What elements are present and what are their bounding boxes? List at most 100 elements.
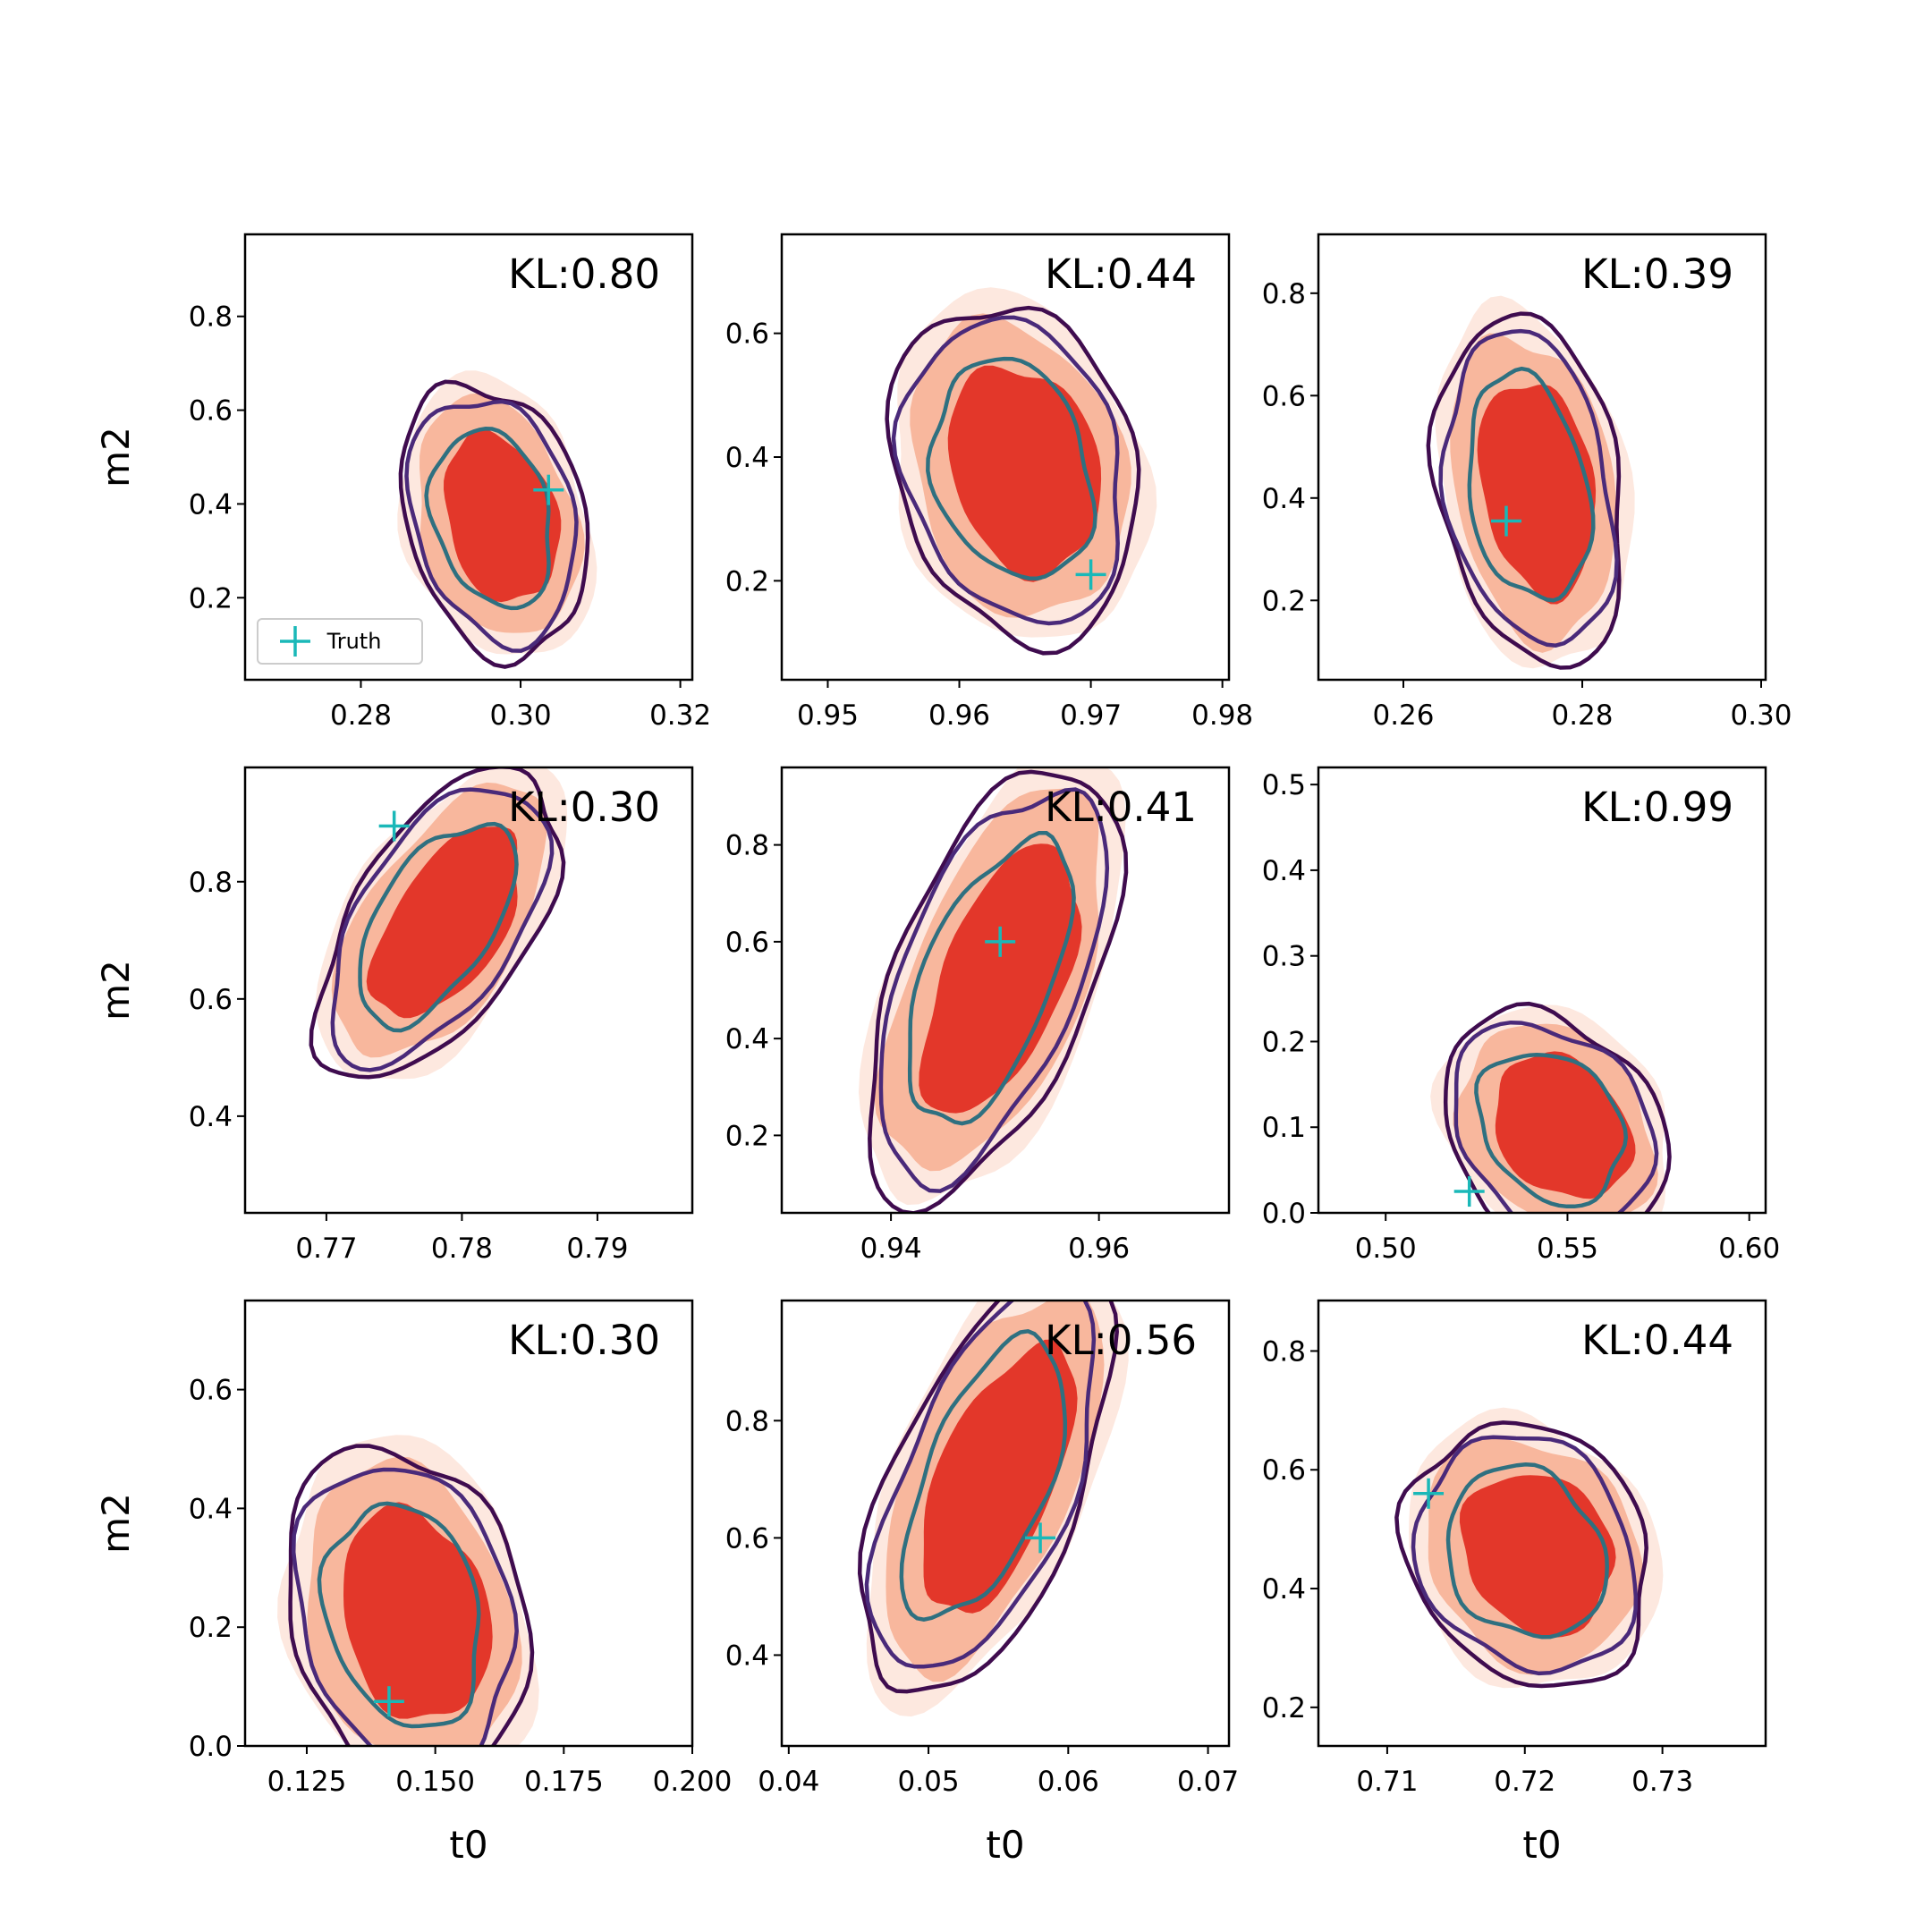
x-axis-label: t0 xyxy=(986,1823,1024,1867)
x-tick-label: 0.71 xyxy=(1356,1766,1418,1798)
density-fill-inner xyxy=(947,365,1102,582)
x-tick-label: 0.96 xyxy=(928,699,990,732)
x-tick-label: 0.28 xyxy=(330,699,392,732)
truth-marker xyxy=(373,1686,404,1717)
density-contours xyxy=(859,767,1129,1213)
x-tick-label: 0.07 xyxy=(1177,1766,1239,1798)
kl-annotation: KL:0.80 xyxy=(508,250,660,298)
y-tick-label: 0.2 xyxy=(725,1120,769,1152)
y-tick-label: 0.4 xyxy=(1262,1573,1306,1606)
contour-line-mid xyxy=(864,1301,1097,1669)
contour-line-inner xyxy=(358,821,519,1033)
density-contours xyxy=(885,287,1157,656)
y-tick-label: 0.8 xyxy=(725,830,769,862)
x-tick-label: 0.96 xyxy=(1068,1233,1130,1265)
density-fill-inner xyxy=(1477,384,1597,605)
legend-label: Truth xyxy=(326,629,382,654)
contour-line-mid xyxy=(404,399,579,653)
contour-line-mid xyxy=(1438,328,1619,648)
x-tick-label: 0.05 xyxy=(898,1766,960,1798)
density-fill-inner xyxy=(343,1502,493,1719)
y-tick-label: 0.4 xyxy=(189,1101,233,1133)
x-tick-label: 0.77 xyxy=(295,1233,357,1265)
truth-marker xyxy=(533,474,564,505)
subplot-3: 0.26 0.28 0.30 0.2 0.4 0.6 0.8 KL:0.39 xyxy=(1262,233,1792,732)
truth-marker xyxy=(1025,1522,1056,1554)
density-contours xyxy=(277,1435,539,1746)
y-axis-label: m2 xyxy=(94,1493,138,1554)
density-fill-inner xyxy=(444,428,562,603)
subplot-1: 0.28 0.30 0.32 0.2 0.4 0.6 0.8 KL:0.80 m2 Truth xyxy=(94,233,711,732)
density-contours xyxy=(857,1301,1129,1717)
kl-annotation: KL:0.44 xyxy=(1045,250,1197,298)
y-tick-label: 0.8 xyxy=(1262,1335,1306,1368)
truth-marker xyxy=(1075,559,1106,590)
y-tick-label: 0.6 xyxy=(189,1375,233,1407)
axes-frame xyxy=(1317,233,1767,682)
truth-marker xyxy=(1491,505,1521,537)
kl-annotation: KL:0.99 xyxy=(1581,784,1733,831)
truth-marker xyxy=(985,926,1016,957)
y-tick-label: 0.4 xyxy=(189,488,233,521)
kl-annotation: KL:0.44 xyxy=(1581,1317,1733,1364)
contour-line-inner xyxy=(1467,366,1596,603)
contour-line-outer xyxy=(309,767,566,1080)
y-tick-label: 0.6 xyxy=(725,1522,769,1555)
contour-line-outer xyxy=(868,769,1129,1213)
axes-frame xyxy=(243,233,694,682)
contour-line-inner xyxy=(1474,1053,1629,1209)
x-tick-label: 0.06 xyxy=(1038,1766,1099,1798)
contour-line-inner xyxy=(424,427,551,611)
legend-box xyxy=(257,618,423,665)
x-tick-label: 0.95 xyxy=(797,699,859,732)
y-tick-label: 0.2 xyxy=(189,1612,233,1644)
truth-marker xyxy=(378,810,410,842)
y-tick-label: 0.2 xyxy=(725,565,769,597)
x-tick-label: 0.50 xyxy=(1355,1233,1417,1265)
y-tick-label: 0.4 xyxy=(1262,855,1306,887)
y-tick-label: 0.0 xyxy=(1262,1198,1306,1230)
density-contours xyxy=(1426,295,1635,670)
subplot-5: 0.94 0.96 0.2 0.4 0.6 0.8 KL:0.41 xyxy=(725,766,1231,1265)
kl-annotation: KL:0.39 xyxy=(1581,250,1733,298)
x-tick-label: 0.30 xyxy=(1730,699,1792,732)
kl-annotation: KL:0.56 xyxy=(1045,1317,1197,1364)
contour-line-inner xyxy=(907,830,1076,1126)
contour-line-mid xyxy=(1411,1435,1639,1676)
x-axis-label: t0 xyxy=(449,1823,487,1867)
contour-line-mid xyxy=(1453,1020,1659,1213)
y-tick-label: 0.2 xyxy=(189,582,233,614)
x-tick-label: 0.32 xyxy=(649,699,711,732)
axes-frame xyxy=(780,766,1231,1215)
y-tick-label: 0.0 xyxy=(189,1731,233,1763)
subplot-7: 0.125 0.150 0.175 0.200 0.0 0.2 0.4 0.6 KL:0.30 m… xyxy=(94,1299,733,1867)
x-tick-label: 0.200 xyxy=(653,1766,733,1798)
y-tick-label: 0.4 xyxy=(189,1493,233,1525)
truth-marker xyxy=(1413,1478,1445,1509)
y-tick-label: 0.2 xyxy=(1262,585,1306,617)
density-contours xyxy=(1394,1407,1664,1689)
y-tick-label: 0.1 xyxy=(1262,1112,1306,1144)
legend-truth-marker xyxy=(280,626,310,657)
kl-annotation: KL:0.30 xyxy=(508,1317,660,1364)
contour-line-mid xyxy=(891,315,1120,626)
y-tick-label: 0.4 xyxy=(725,442,769,474)
x-tick-label: 0.79 xyxy=(566,1233,628,1265)
x-tick-label: 0.175 xyxy=(524,1766,604,1798)
density-contours xyxy=(309,767,568,1080)
axes-frame xyxy=(780,1299,1231,1748)
density-fill-inner xyxy=(919,843,1082,1114)
kl-annotation: KL:0.30 xyxy=(508,784,660,831)
subplot-6: 0.50 0.55 0.60 0.0 0.1 0.2 0.3 0.4 0.5 KL:0.99 xyxy=(1262,766,1780,1265)
y-tick-label: 0.8 xyxy=(1262,278,1306,310)
subplot-8: 0.04 0.05 0.06 0.07 0.4 0.6 0.8 KL:0.56 t0 xyxy=(725,1299,1239,1867)
contour-line-inner xyxy=(1445,1462,1609,1640)
density-fill-inner xyxy=(1495,1051,1636,1199)
x-tick-label: 0.150 xyxy=(395,1766,475,1798)
x-tick-label: 0.26 xyxy=(1372,699,1434,732)
y-tick-label: 0.2 xyxy=(1262,1692,1306,1724)
subplot-2: 0.95 0.96 0.97 0.98 0.2 0.4 0.6 KL:0.44 xyxy=(725,233,1253,732)
density-contours xyxy=(1430,1001,1672,1213)
y-tick-label: 0.6 xyxy=(725,318,769,351)
